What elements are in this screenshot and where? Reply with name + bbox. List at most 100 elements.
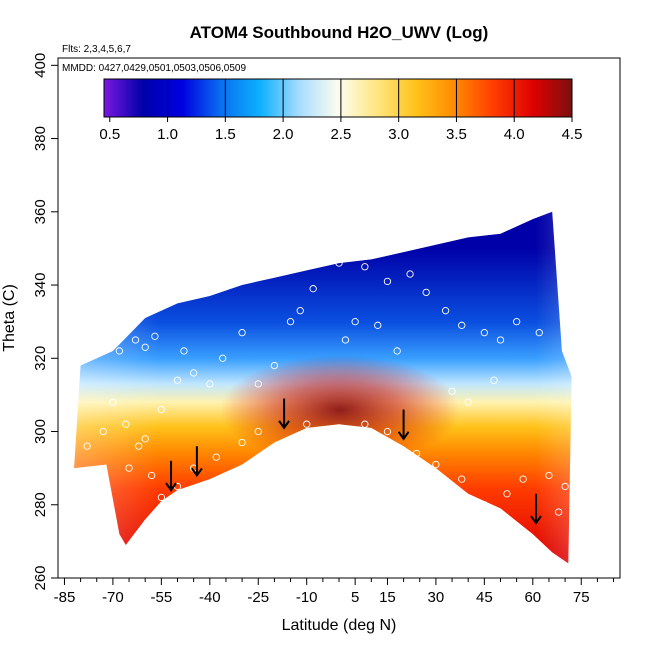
descent-arrows — [165, 398, 542, 525]
descent-arrow — [397, 409, 410, 441]
sample-point — [480, 501, 488, 509]
colorbar: 0.5 1.0 1.5 2.0 2.5 3.0 3.5 4.0 4.5 — [99, 78, 583, 143]
sample-point — [238, 328, 246, 337]
colorbar-tick-label: 4.5 — [562, 126, 583, 143]
x-tick-label: -40 — [199, 589, 221, 606]
sample-point — [480, 328, 488, 337]
colorbar-tick-label: 3.0 — [388, 126, 409, 143]
colorbar-tick-label: 4.0 — [504, 126, 525, 143]
x-tick-label: -55 — [151, 589, 173, 606]
x-tick-label: 15 — [379, 589, 396, 606]
sample-points — [83, 259, 569, 516]
colorbar-bar — [103, 78, 573, 118]
x-tick-label: 30 — [428, 589, 445, 606]
sample-point — [519, 475, 527, 483]
y-tick-label: 280 — [32, 492, 49, 517]
x-tick-label: -70 — [102, 589, 124, 606]
sample-point — [296, 307, 304, 315]
sample-point — [448, 387, 456, 395]
sample-point — [309, 285, 317, 293]
x-tick-label: 5 — [351, 589, 359, 606]
colorbar-tick-label: 2.0 — [273, 126, 294, 143]
sample-point — [335, 424, 343, 432]
sample-point — [270, 361, 279, 370]
x-tick-label: -85 — [54, 589, 76, 606]
sample-point — [383, 427, 392, 436]
y-tick-label: 340 — [32, 273, 49, 298]
x-tick-label: -25 — [247, 589, 269, 606]
sample-point — [464, 398, 472, 406]
sample-point — [512, 318, 521, 326]
colorbar-tick-label: 1.5 — [215, 126, 236, 143]
sample-point — [122, 420, 130, 428]
sample-point — [254, 427, 262, 436]
sample-point — [151, 332, 159, 340]
x-axis: -85 -70 -55 -40 -25 -10 5 15 30 45 60 75 — [54, 578, 615, 606]
y-tick-label: 260 — [32, 565, 49, 590]
sample-point — [173, 376, 182, 384]
x-axis-label: Latitude (deg N) — [282, 617, 397, 634]
dates-label: MMDD: 0427,0429,0501,0503,0506,0509 — [62, 63, 246, 74]
sample-point — [131, 336, 140, 344]
sample-point — [141, 343, 149, 351]
sample-point — [125, 464, 133, 472]
sample-point — [361, 263, 369, 271]
sample-point — [102, 332, 111, 340]
descent-arrow — [530, 493, 542, 525]
sample-point — [458, 475, 466, 483]
x-tick-label: 60 — [524, 589, 541, 606]
sample-point — [115, 347, 124, 355]
sample-point — [135, 442, 143, 450]
x-tick-label: -10 — [296, 589, 318, 606]
x-tick-label: 75 — [573, 589, 590, 606]
sample-point — [361, 420, 369, 428]
sample-point — [141, 435, 149, 443]
sample-point — [157, 493, 166, 502]
sample-point — [206, 380, 214, 388]
x-tick-label: 45 — [476, 589, 493, 606]
sample-point — [335, 259, 343, 267]
sample-point — [83, 442, 91, 450]
sample-point — [412, 449, 421, 458]
sample-point — [254, 380, 262, 388]
sample-point — [190, 369, 198, 377]
flights-label: Flts: 2,3,4,5,6,7 — [62, 44, 131, 55]
sample-point — [109, 321, 117, 329]
sample-point — [561, 482, 569, 491]
sample-point — [441, 307, 450, 315]
y-axis: 260 280 300 320 340 360 380 400 — [32, 53, 58, 591]
y-tick-label: 380 — [32, 126, 49, 151]
sample-point — [125, 318, 133, 326]
colorbar-tick-label: 2.5 — [330, 126, 351, 143]
y-axis-label: Theta (C) — [1, 284, 18, 352]
descent-arrow — [278, 398, 290, 430]
sample-point — [545, 471, 553, 480]
sample-point — [374, 321, 382, 329]
sample-point — [180, 347, 188, 355]
y-tick-label: 400 — [32, 53, 49, 78]
sample-point — [238, 438, 246, 447]
sample-point — [341, 336, 350, 344]
sample-point — [496, 336, 505, 344]
sample-point — [422, 288, 430, 297]
sample-point — [432, 460, 440, 469]
sample-point — [503, 490, 511, 498]
sample-point — [383, 277, 392, 286]
colorbar-tick-label: 3.5 — [446, 126, 467, 143]
sample-point — [219, 354, 227, 362]
sample-point — [99, 427, 107, 436]
sample-point — [303, 420, 311, 428]
sample-point — [157, 405, 166, 414]
sample-point — [351, 318, 359, 326]
y-tick-label: 320 — [32, 346, 49, 371]
sample-point — [406, 270, 414, 278]
descent-arrow — [191, 446, 203, 478]
sample-point — [458, 321, 466, 329]
sample-point — [96, 314, 104, 322]
sample-point — [393, 347, 401, 355]
y-tick-label: 300 — [32, 419, 49, 444]
sample-point — [109, 398, 117, 406]
descent-arrow — [165, 460, 177, 492]
sample-point — [167, 296, 175, 304]
